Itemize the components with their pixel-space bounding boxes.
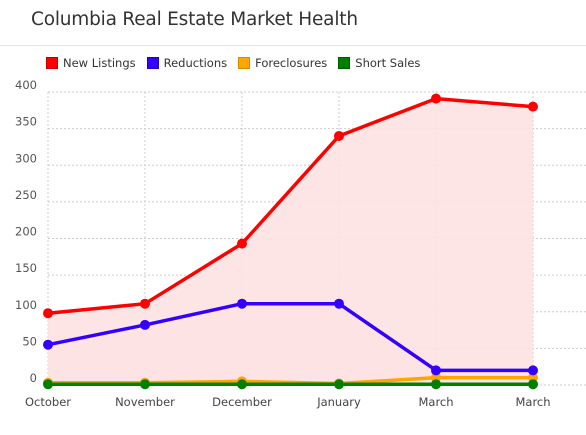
legend-label-new-listings: New Listings [63,56,136,70]
legend-swatch-foreclosures [238,57,251,69]
data-point [528,365,538,376]
data-point [43,308,53,319]
y-tick-label: 400 [15,78,37,92]
area-fill [48,98,533,385]
data-point [528,379,538,390]
series-line [46,96,535,315]
data-point [431,365,441,376]
x-tick-label: November [115,395,175,409]
y-tick-label: 0 [30,371,37,385]
data-point [140,298,150,309]
legend-swatch-short-sales [338,57,351,69]
data-point [334,130,344,141]
data-point [431,93,441,104]
chart-title: Columbia Real Estate Market Health [31,9,358,30]
legend-label-short-sales: Short Sales [355,56,421,70]
legend-swatch-new-listings [46,57,58,69]
y-tick-label: 250 [15,188,37,202]
data-point [237,379,247,390]
series-line [46,301,535,373]
title-divider [0,45,586,46]
data-point [334,298,344,309]
x-tick-label: March [515,395,550,409]
legend-item-short-sales[interactable]: Short Sales [338,56,420,70]
data-point [140,379,150,390]
legend-label-foreclosures: Foreclosures [255,56,328,70]
y-tick-label: 300 [15,151,37,165]
y-tick-label: 200 [15,225,37,239]
data-point [43,379,53,390]
y-tick-label: 150 [15,261,37,275]
data-point [431,379,441,390]
x-tick-label: January [316,395,361,409]
x-tick-label: March [418,395,453,409]
chart-legend: New Listings Reductions Foreclosures Sho… [46,56,431,70]
legend-item-new-listings[interactable]: New Listings [46,56,136,70]
data-point [334,379,344,390]
y-tick-label: 100 [15,298,37,312]
x-tick-label: December [212,395,272,409]
area-fill [48,303,533,385]
y-tick-label: 350 [15,115,37,129]
legend-label-reductions: Reductions [163,56,228,70]
legend-item-reductions[interactable]: Reductions [146,56,228,70]
data-point [43,339,53,350]
data-point [237,238,247,249]
x-tick-label: October [25,395,71,409]
data-point [528,101,538,112]
y-tick-label: 50 [22,334,37,348]
data-point [237,298,247,309]
data-point [140,319,150,330]
legend-item-foreclosures[interactable]: Foreclosures [238,56,327,70]
legend-swatch-reductions [146,57,159,69]
